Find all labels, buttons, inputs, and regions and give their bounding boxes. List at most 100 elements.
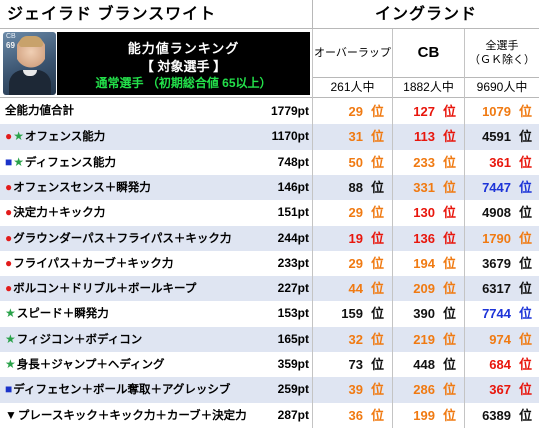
table-row: ■★ディフェンス能力 748pt 50 位 233 位 361 位: [0, 150, 539, 175]
rank-cell: 7447 位: [458, 175, 532, 198]
category-marker-icon: ●: [5, 129, 13, 144]
rank-value: 50: [348, 154, 363, 170]
rank-cell: 367 位: [458, 377, 532, 400]
table-row: ●ボルコン＋ドリブル＋ボールキープ 227pt 44 位 209 位 6317 位: [0, 276, 539, 302]
row-label: ●フライパス＋カーブ＋キック力: [5, 251, 173, 274]
rank-cell: 390 位: [390, 301, 456, 324]
rank-suffix: 位: [442, 205, 456, 221]
rank-cell: 29 位: [318, 251, 384, 274]
row-label: ●★オフェンス能力: [5, 124, 105, 147]
category-marker-icon: ★: [5, 306, 16, 321]
rank-cell: 4908 位: [458, 200, 532, 223]
rank-value: 448: [413, 357, 435, 372]
card-position: CB: [6, 33, 16, 40]
nation-header: イングランド: [312, 0, 539, 29]
rank-value: 361: [489, 154, 511, 170]
rank-suffix: 位: [518, 205, 532, 221]
column-title: CB: [393, 29, 464, 78]
rank-suffix: 位: [518, 382, 532, 398]
column-count: 1882人中: [403, 80, 454, 94]
column-header-row: CB 69 能力値ランキング 【 対象選手 】 通常選手 （初期総合値 65以上…: [0, 29, 539, 98]
rank-suffix: 位: [442, 331, 456, 347]
category-marker-icon: ■: [5, 382, 13, 397]
rank-value: 974: [489, 331, 511, 347]
rank-cell: 233 位: [390, 150, 456, 173]
rank-value: 29: [348, 205, 363, 221]
rank-cell: 73 位: [318, 352, 384, 375]
row-label-text: 身長＋ジャンプ＋ヘディング: [16, 359, 165, 371]
row-points: 151pt: [277, 205, 309, 220]
row-label: ●オフェンスセンス＋瞬発力: [5, 175, 151, 198]
rank-value: 6317: [482, 281, 511, 297]
rank-value: 31: [348, 129, 363, 145]
row-points: 748pt: [277, 154, 309, 169]
column-divider: [464, 29, 465, 428]
rank-value: 3679: [482, 255, 511, 271]
rank-suffix: 位: [442, 407, 456, 423]
row-label-text: ディフェンス能力: [25, 156, 116, 169]
rank-suffix: 位: [370, 230, 384, 246]
rank-cell: 44 位: [318, 276, 384, 299]
table-row: ●オフェンスセンス＋瞬発力 146pt 88 位 331 位 7447 位: [0, 174, 539, 201]
rank-suffix: 位: [518, 255, 532, 271]
rank-suffix: 位: [442, 179, 456, 195]
rank-suffix: 位: [370, 281, 384, 297]
row-points: 359pt: [277, 357, 309, 371]
rank-cell: 286 位: [390, 377, 456, 400]
row-label: ●決定力＋キック力: [5, 200, 105, 223]
player-collar: [23, 70, 37, 76]
category-marker-icon: ■: [5, 154, 13, 169]
ranking-title: 能力値ランキング: [127, 41, 240, 56]
rank-cell: 130 位: [390, 200, 456, 223]
rank-suffix: 位: [370, 205, 384, 221]
row-label: ●グラウンダーパス＋フライパス＋キック力: [5, 226, 231, 249]
table-row: ●グラウンダーパス＋フライパス＋キック力 244pt 19 位 136 位 1790 位: [0, 225, 539, 251]
target-label: 【 対象選手 】: [140, 59, 227, 74]
category-marker-icon: ★: [5, 357, 16, 371]
rank-value: 159: [341, 306, 363, 322]
table-row: ▼プレースキック＋キック力＋カーブ＋決定力 287pt 36 位 199 位 6389 位: [0, 403, 539, 428]
rank-suffix: 位: [518, 407, 532, 423]
row-points: 233pt: [277, 255, 309, 270]
row-points: 227pt: [277, 281, 309, 296]
rank-value: 130: [413, 205, 435, 221]
rank-cell: 29 位: [318, 99, 384, 122]
category-marker-icon: ●: [5, 230, 13, 245]
table-row: 全能力値合計 1779pt 29 位 127 位 1079 位: [0, 99, 539, 124]
row-label: ★スピード＋瞬発力: [5, 301, 109, 324]
rank-value: 113: [414, 129, 435, 145]
rank-value: 199: [413, 407, 435, 423]
rank-cell: 361 位: [458, 150, 532, 173]
row-label-text: グラウンダーパス＋フライパス＋キック力: [13, 232, 232, 245]
rank-suffix: 位: [370, 382, 384, 398]
category-marker-icon: ★: [13, 129, 25, 144]
table-row: ★身長＋ジャンプ＋ヘディング 359pt 73 位 448 位 684 位: [0, 352, 539, 377]
category-marker-icon: ●: [5, 179, 13, 194]
column-title-text: CB: [417, 44, 440, 61]
rank-suffix: 位: [518, 230, 532, 246]
rank-suffix: 位: [518, 179, 532, 195]
row-points: 146pt: [277, 179, 309, 194]
rank-cell: 136 位: [390, 226, 456, 249]
rank-value: 4908: [482, 205, 511, 221]
rank-value: 233: [413, 154, 435, 170]
row-label-text: プレースキック＋キック力＋カーブ＋決定力: [17, 409, 247, 422]
rank-suffix: 位: [370, 179, 384, 195]
row-label-text: オフェンス能力: [25, 131, 106, 144]
table-row: ■ディフェセン＋ボール奪取＋アグレッシブ 259pt 39 位 286 位 367 位: [0, 377, 539, 403]
rank-cell: 3679 位: [458, 251, 532, 274]
row-label-text: フィジコン＋ボディコン: [16, 333, 143, 346]
ranking-info-box: 能力値ランキング 【 対象選手 】 通常選手 （初期総合値 65以上）: [57, 32, 310, 95]
rank-cell: 113 位: [390, 124, 456, 147]
rank-suffix: 位: [370, 331, 384, 347]
rank-value: 44: [348, 281, 363, 297]
column-overlap: オーバーラップ 261人中: [312, 29, 392, 97]
row-label: 全能力値合計: [5, 99, 74, 122]
rank-suffix: 位: [518, 154, 532, 170]
rank-value: 1079: [482, 104, 511, 119]
rank-cell: 209 位: [390, 276, 456, 299]
category-marker-icon: ●: [5, 255, 13, 270]
rank-cell: 127 位: [390, 99, 456, 122]
rank-value: 367: [489, 382, 511, 398]
